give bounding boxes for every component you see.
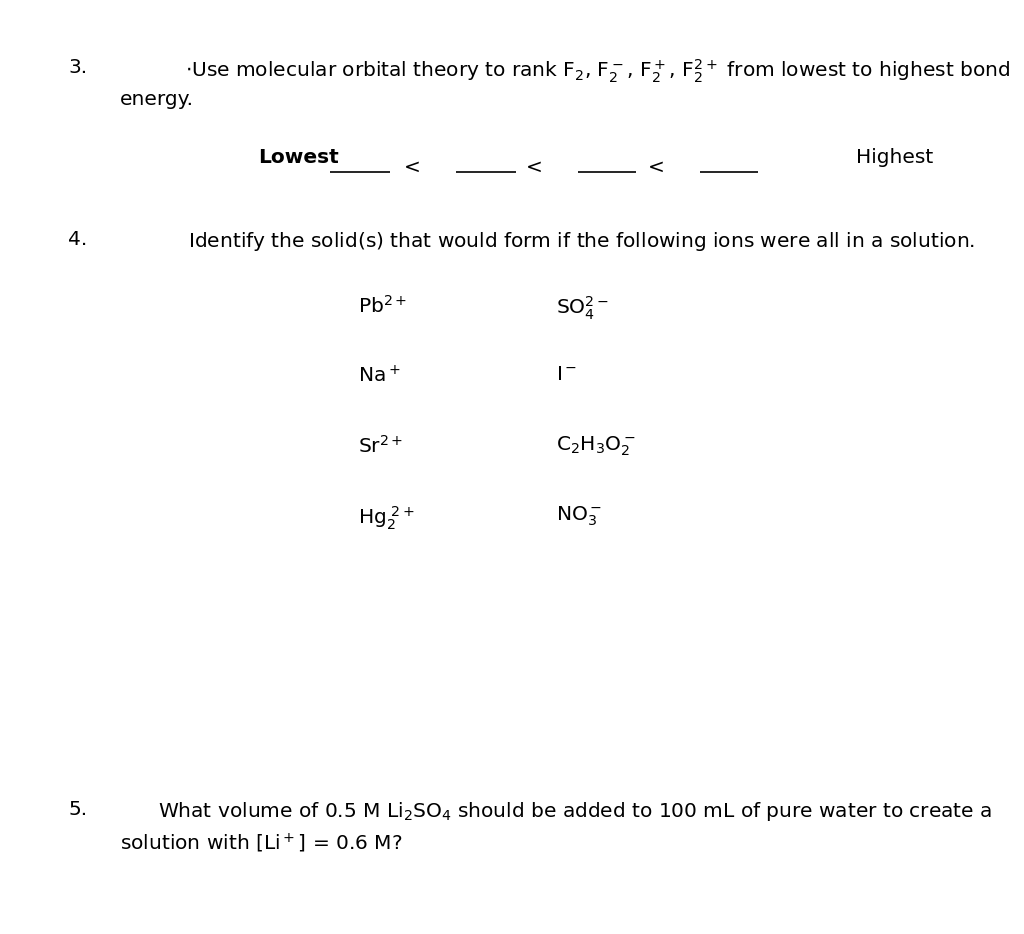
Text: $\,$Identify the solid(s) that would form if the following ions were all in a so: $\,$Identify the solid(s) that would for… bbox=[185, 230, 975, 253]
Text: Sr$^{2+}$: Sr$^{2+}$ bbox=[358, 435, 403, 457]
Text: Hg$_2^{\ 2+}$: Hg$_2^{\ 2+}$ bbox=[358, 505, 415, 532]
Text: C$_2$H$_3$O$_2^-$: C$_2$H$_3$O$_2^-$ bbox=[556, 435, 636, 459]
Text: Na$^+$: Na$^+$ bbox=[358, 365, 400, 387]
Text: What volume of 0.5 M Li$_2$SO$_4$ should be added to 100 mL of pure water to cre: What volume of 0.5 M Li$_2$SO$_4$ should… bbox=[158, 800, 992, 823]
Text: <: < bbox=[648, 158, 665, 177]
Text: Pb$^{2+}$: Pb$^{2+}$ bbox=[358, 295, 408, 317]
Text: 5.: 5. bbox=[68, 800, 87, 819]
Text: I$^-$: I$^-$ bbox=[556, 365, 578, 384]
Text: solution with [Li$^+$] = 0.6 M?: solution with [Li$^+$] = 0.6 M? bbox=[120, 832, 402, 856]
Text: Highest: Highest bbox=[856, 148, 933, 167]
Text: energy.: energy. bbox=[120, 90, 194, 109]
Text: 4.: 4. bbox=[68, 230, 87, 249]
Text: <: < bbox=[404, 158, 421, 177]
Text: NO$_3^-$: NO$_3^-$ bbox=[556, 505, 602, 529]
Text: Lowest: Lowest bbox=[258, 148, 339, 167]
Text: $\cdot$Use molecular orbital theory to rank $\mathregular{F_2}$, $\mathregular{F: $\cdot$Use molecular orbital theory to r… bbox=[185, 58, 1011, 85]
Text: <: < bbox=[526, 158, 543, 177]
Text: 3.: 3. bbox=[68, 58, 87, 77]
Text: SO$_4^{2-}$: SO$_4^{2-}$ bbox=[556, 295, 609, 322]
